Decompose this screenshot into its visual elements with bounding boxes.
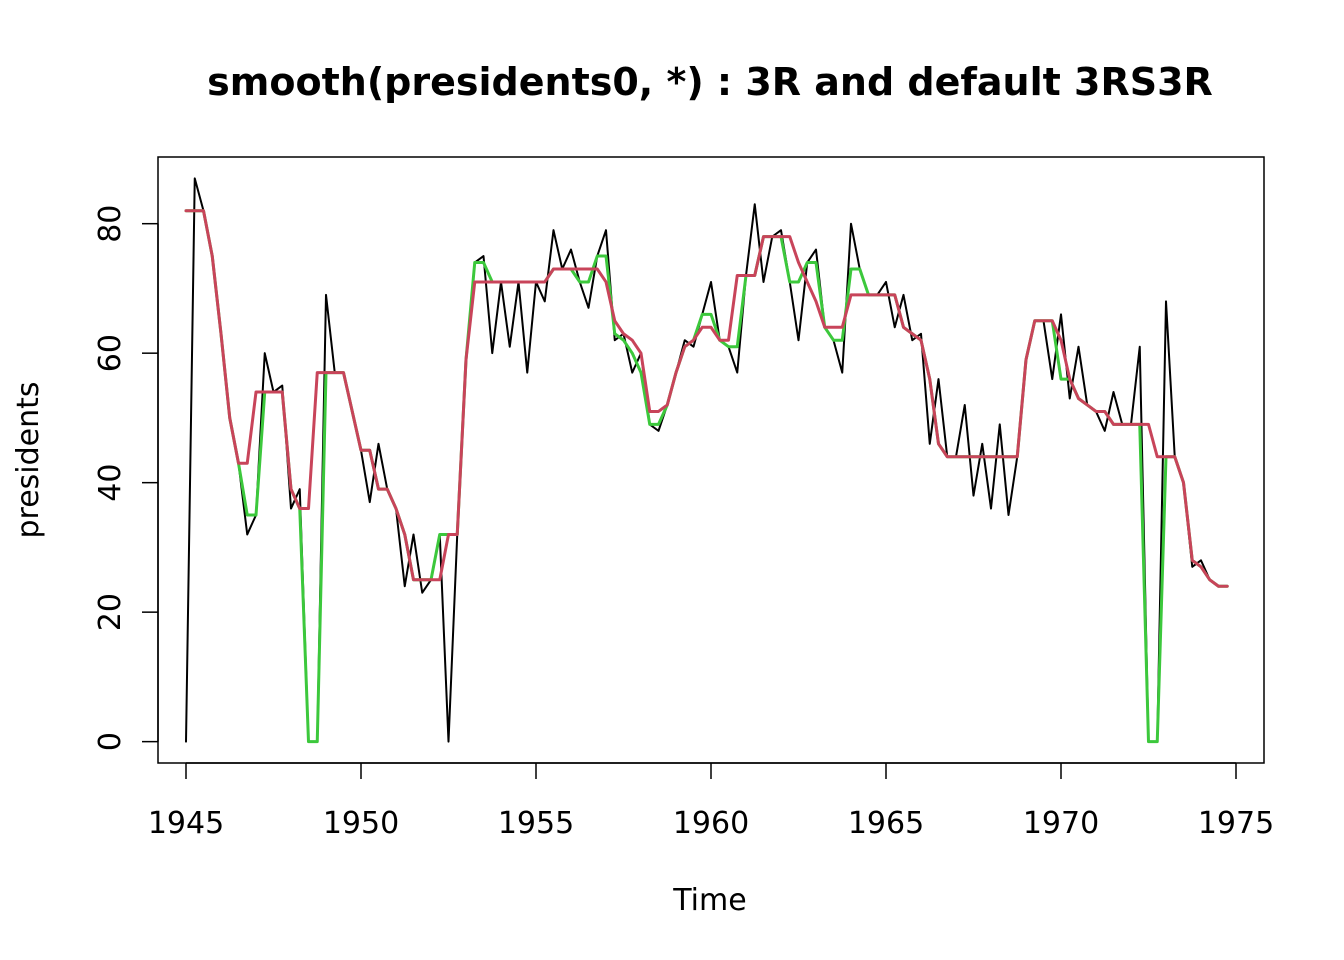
x-axis-label: Time: [672, 883, 746, 918]
x-tick-label: 1965: [848, 806, 924, 841]
x-tick-label: 1960: [673, 806, 749, 841]
y-tick-label: 20: [93, 593, 128, 631]
x-tick-label: 1945: [148, 806, 224, 841]
y-axis-label: presidents: [11, 381, 46, 538]
series-layer: [184, 177, 1229, 744]
y-tick-label: 80: [93, 205, 128, 243]
x-tick-label: 1955: [498, 806, 574, 841]
series-line-2: [184, 209, 1229, 744]
x-axis: 1945 1950 1955 1960 1965 1970 1975: [148, 762, 1274, 841]
series-line-1: [185, 177, 1229, 743]
y-tick-label: 40: [93, 464, 128, 502]
y-tick-label: 60: [93, 334, 128, 372]
chart-title: smooth(presidents0, *) : 3R and default …: [207, 60, 1213, 104]
x-tick-label: 1950: [323, 806, 399, 841]
x-tick-label: 1975: [1198, 806, 1274, 841]
series-line-3: [184, 209, 1229, 588]
y-axis: 0 20 40 60 80: [93, 205, 159, 751]
y-tick-label: 0: [93, 732, 128, 751]
x-tick-label: 1970: [1023, 806, 1099, 841]
